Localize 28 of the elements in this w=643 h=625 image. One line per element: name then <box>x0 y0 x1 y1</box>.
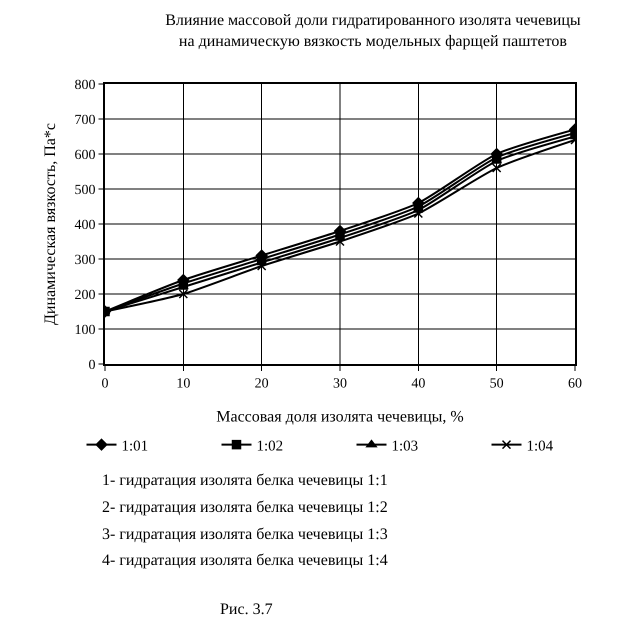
text: 1- гидратация изолята белка чечевицы 1:1 <box>102 472 388 489</box>
y-tick-label: 100 <box>74 322 96 338</box>
y-tick-label: 800 <box>74 78 96 93</box>
y-tick-label: 300 <box>74 252 96 268</box>
legend-label: 1:01 <box>122 438 148 454</box>
x-tick-label: 10 <box>176 376 190 392</box>
legend-label: 1:04 <box>526 438 554 454</box>
legend-label: 1:02 <box>256 438 284 454</box>
x-tick-label: 40 <box>411 376 426 392</box>
chart-title: Влияние массовой доли гидратированного изолята чечевицы на динамическую вязкость модельных фарщей паштетов <box>165 12 581 50</box>
y-tick-label: 400 <box>74 218 96 233</box>
y-tick-label: 200 <box>74 288 96 303</box>
x-axis-title: Массовая доля изолята чечевицы, % <box>216 408 464 426</box>
text: 4- гидратация изолята белка чечевицы 1:4 <box>102 552 388 569</box>
text: 3- гидратация изолята белка чечевицы 1:3 <box>102 526 388 543</box>
y-tick-label: 500 <box>74 182 96 198</box>
y-tick-label: 700 <box>74 112 96 128</box>
x-tick-label: 20 <box>254 376 269 392</box>
x-tick-label: 0 <box>102 376 108 392</box>
text: Рис. 3.7 <box>220 601 273 618</box>
legend-label: 1:03 <box>392 438 418 454</box>
text: 2- гидратация изолята белка чечевицы 1:2 <box>102 499 388 516</box>
x-tick-label: 30 <box>333 376 347 392</box>
y-tick-label: 0 <box>88 358 96 373</box>
x-tick-label: 60 <box>568 376 582 392</box>
x-tick-label: 50 <box>490 376 504 392</box>
y-tick-label: 600 <box>74 148 96 163</box>
y-axis-title: Динамическая вязкость, Па*с <box>42 123 59 325</box>
